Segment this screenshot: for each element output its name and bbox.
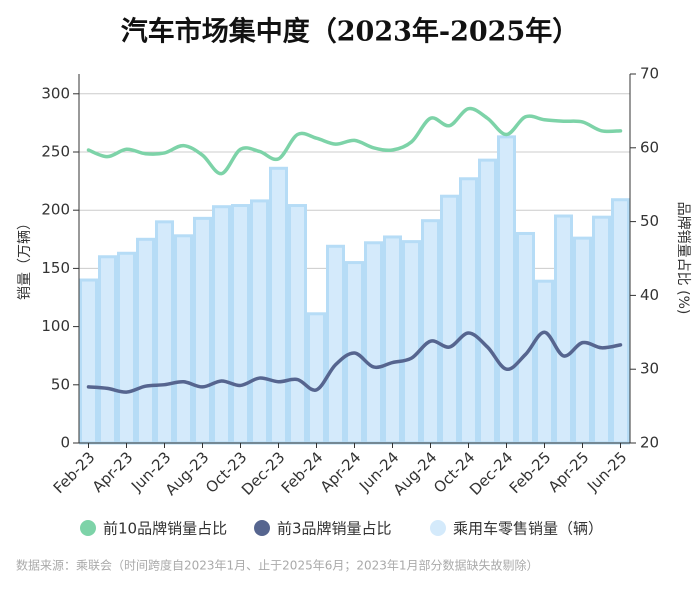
x-tick-label: Feb-25 [506,448,555,497]
y2-tick-label: 50 [640,212,659,230]
y-tick-label: 300 [41,84,70,102]
bar [459,177,478,445]
bar [326,244,345,445]
bar [383,235,402,445]
bar [497,135,516,445]
bar [212,205,231,445]
x-tick-label: Apr-24 [317,448,365,496]
bar [573,236,592,445]
y2-tick-label: 20 [640,434,659,452]
line [86,106,623,176]
x-tick-label: Feb-23 [50,448,99,497]
bar [478,158,497,445]
x-tick-label: Apr-23 [89,448,137,496]
y-tick-label: 0 [60,434,70,452]
bar [231,204,250,445]
bar [136,237,155,445]
legend-marker [80,520,96,536]
bar [421,219,440,445]
line [86,330,623,394]
bar [250,199,269,445]
y-tick-label: 200 [41,201,70,219]
bar [155,220,174,445]
bar [592,215,611,445]
x-tick-label: Feb-24 [278,448,327,497]
bar [402,240,421,445]
chart-title: 汽车市场集中度（2023年-2025年） [121,16,580,48]
bar [611,198,630,445]
bar [79,278,98,445]
legend-label: 前10品牌销量占比 [103,520,227,538]
y2-tick-label: 70 [640,65,659,83]
y-axis-title: 销量（万辆） [17,216,33,300]
y-tick-label: 250 [41,142,70,160]
legend-marker [430,520,446,536]
x-tick-label: Dec-24 [466,448,517,499]
y-tick-label: 150 [41,259,70,277]
y2-tick-label: 60 [640,138,659,156]
bar [364,241,383,445]
bar [288,204,307,445]
y-tick-label: 50 [51,375,70,393]
x-tick-label: Dec-23 [238,448,289,499]
y2-tick-label: 40 [640,286,659,304]
x-tick-label: Apr-25 [545,448,593,496]
bar [307,312,326,445]
legend-label: 前3品牌销量占比 [277,520,392,538]
legend-marker [254,520,270,536]
bar [98,255,117,445]
bar [117,251,136,445]
bar [174,234,193,445]
bar [440,194,459,445]
bar [269,166,288,445]
legend-label: 乘用车零售销量（辆） [453,520,603,538]
x-tick-label: Jun-25 [583,448,630,495]
bar [535,279,554,445]
bar [193,216,212,445]
y-tick-label: 100 [41,317,70,335]
footnote: 数据来源：乘联会（时间跨度自2023年1月、止于2025年6月；2023年1月部… [16,558,539,573]
y2-axis-title: 品牌销量占比 (%) [675,202,692,315]
y2-tick-label: 30 [640,360,659,378]
bar [554,214,573,445]
bar [516,231,535,445]
